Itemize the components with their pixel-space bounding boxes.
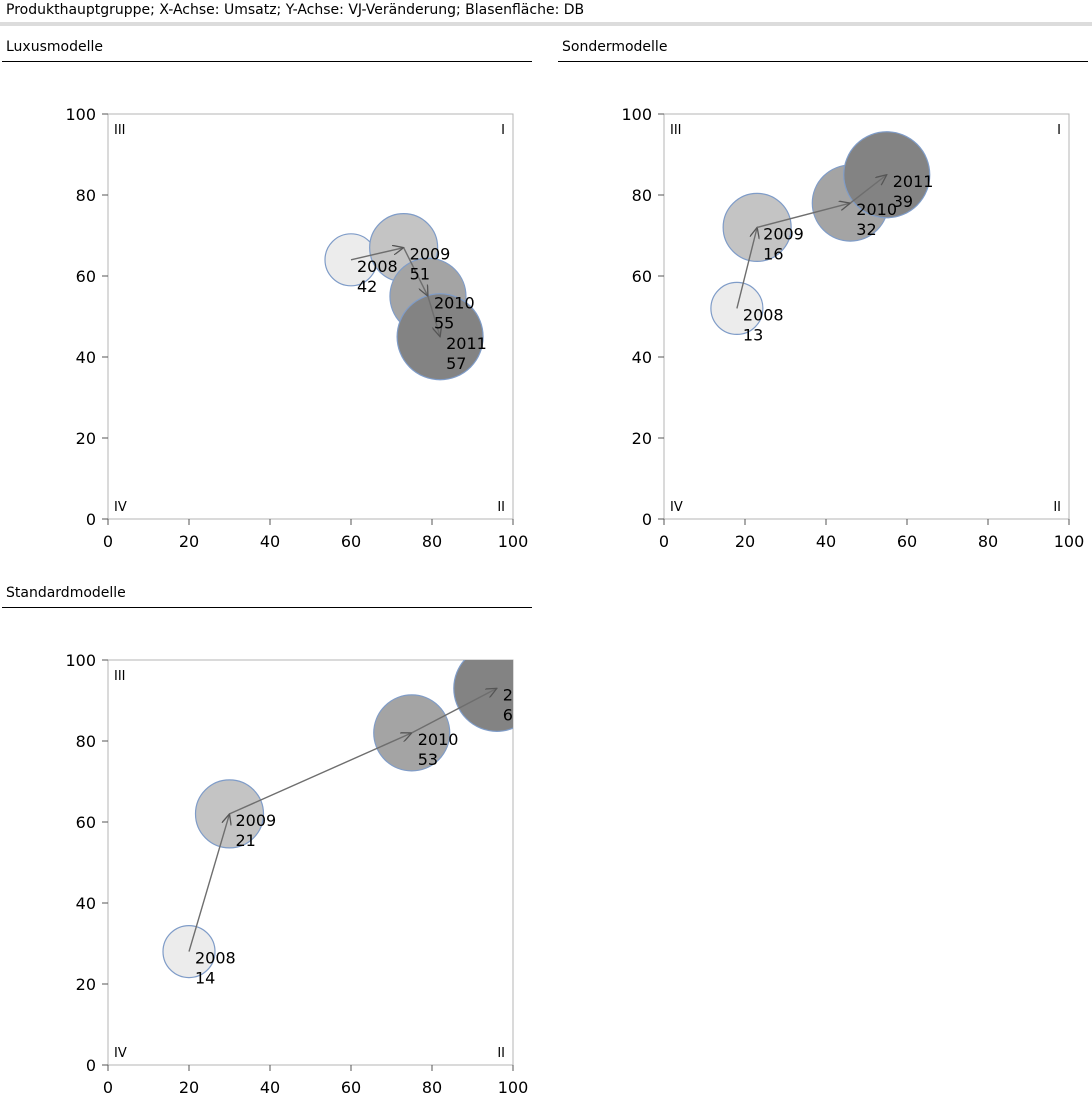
plot-frame [107,659,514,1066]
bubble-db-label: 57 [446,354,466,373]
x-tick-label: 60 [897,532,917,551]
quadrant-label-ii: II [497,1046,505,1061]
y-tick-label: 80 [76,732,96,751]
y-tick-label: 100 [621,105,652,124]
x-tick-label: 0 [103,1078,113,1097]
y-tick-label: 40 [76,894,96,913]
bubble-year-label: 2010 [418,730,459,749]
trajectory-arrow [229,733,412,815]
quadrant-label-iv: IV [114,500,127,515]
x-tick-label: 40 [260,1078,280,1097]
bubble-year-label: 2009 [236,811,277,830]
y-tick-label: 40 [76,348,96,367]
quadrant-label-iii: III [670,123,682,138]
trajectory-arrow [403,247,428,297]
chart-panel-standardmodelle: Standardmodelle 0 20 40 60 80 100 0 20 40 60 80 100… [0,582,536,1112]
x-tick-label: 0 [659,532,669,551]
y-tick-label: 80 [76,186,96,205]
chart-panel-luxusmodelle: Luxusmodelle 0 20 40 60 80 100 0 20 40 60 80 100 III… [0,36,536,566]
x-tick-label: 100 [498,532,529,551]
y-tick-label: 20 [632,429,652,448]
bubble-year-label: 2011 [446,334,487,353]
quadrant-label-iii: III [114,669,126,684]
quadrant-label-i: I [501,123,505,138]
trajectory-arrow [756,203,850,229]
trajectory-arrow [736,227,757,309]
bubble-year-label: 2011 [503,685,536,704]
x-tick-label: 20 [179,1078,199,1097]
bubble-year-label: 2008 [195,949,236,968]
chart-header: Produkthauptgruppe; X-Achse: Umsatz; Y-A… [0,0,1092,26]
bubble-chart-standardmodelle: 020406080100020406080100IIIIIVII20081420… [65,651,536,1097]
bubble-db-label: 32 [856,220,876,239]
bubble-year-label: 2010 [434,293,475,312]
x-tick-label: 100 [1054,532,1085,551]
trajectory-arrow [350,248,404,261]
y-tick-label: 80 [632,186,652,205]
y-tick-label: 20 [76,975,96,994]
y-tick-label: 100 [65,651,96,670]
y-tick-label: 0 [86,1056,96,1075]
bubble-year-label: 2008 [357,257,398,276]
trajectory-arrow [411,688,497,734]
bubble-db-label: 16 [763,244,783,263]
trajectory-arrow [849,175,886,204]
x-tick-label: 40 [260,532,280,551]
x-tick-label: 20 [735,532,755,551]
chart-panel-sondermodelle: Sondermodelle 0 20 40 60 80 100 0 20 40 60 80 100 II… [556,36,1092,566]
quadrant-label-i: I [1057,123,1061,138]
x-tick-label: 80 [422,1078,442,1097]
bubble-db-label: 13 [743,325,763,344]
bubble-year-label: 2009 [763,224,804,243]
panel-title: Luxusmodelle [2,36,532,62]
y-tick-label: 40 [632,348,652,367]
x-tick-label: 80 [422,532,442,551]
y-tick-label: 100 [65,105,96,124]
quadrant-label-iv: IV [670,500,683,515]
bubble-db-label: 14 [195,969,215,988]
bubble-year-label: 2010 [856,200,897,219]
y-tick-label: 60 [76,813,96,832]
y-tick-label: 0 [86,510,96,529]
bubble-2011 [453,660,513,732]
x-tick-label: 0 [103,532,113,551]
x-tick-label: 40 [816,532,836,551]
panel-title: Sondermodelle [558,36,1088,62]
quadrant-label-ii: II [497,500,505,515]
header-title: Produkthauptgruppe; X-Achse: Umsatz; Y-A… [6,2,585,18]
quadrant-label-iii: III [114,123,126,138]
bubble-year-label: 2008 [743,305,784,324]
x-tick-label: 20 [179,532,199,551]
x-tick-label: 80 [978,532,998,551]
trajectory-arrow [427,296,440,337]
panel-title: Standardmodelle [2,582,532,608]
bubble-db-label: 67 [503,705,523,724]
y-tick-label: 60 [76,267,96,286]
quadrant-label-iv: IV [114,1046,127,1061]
bubble-db-label: 42 [357,277,377,296]
y-tick-label: 20 [76,429,96,448]
bubble-db-label: 53 [418,750,438,769]
trajectory-arrow [188,814,230,952]
quadrant-label-ii: II [1053,500,1061,515]
bubble-db-label: 51 [410,265,430,284]
y-tick-label: 60 [632,267,652,286]
bubble-db-label: 21 [236,831,256,850]
bubble-db-label: 55 [434,313,454,332]
bubble-year-label: 2011 [893,172,934,191]
x-tick-label: 100 [498,1078,529,1097]
bubble-year-label: 2009 [410,245,451,264]
bubble-db-label: 39 [893,192,913,211]
y-tick-label: 0 [642,510,652,529]
x-tick-label: 60 [341,532,361,551]
x-tick-label: 60 [341,1078,361,1097]
